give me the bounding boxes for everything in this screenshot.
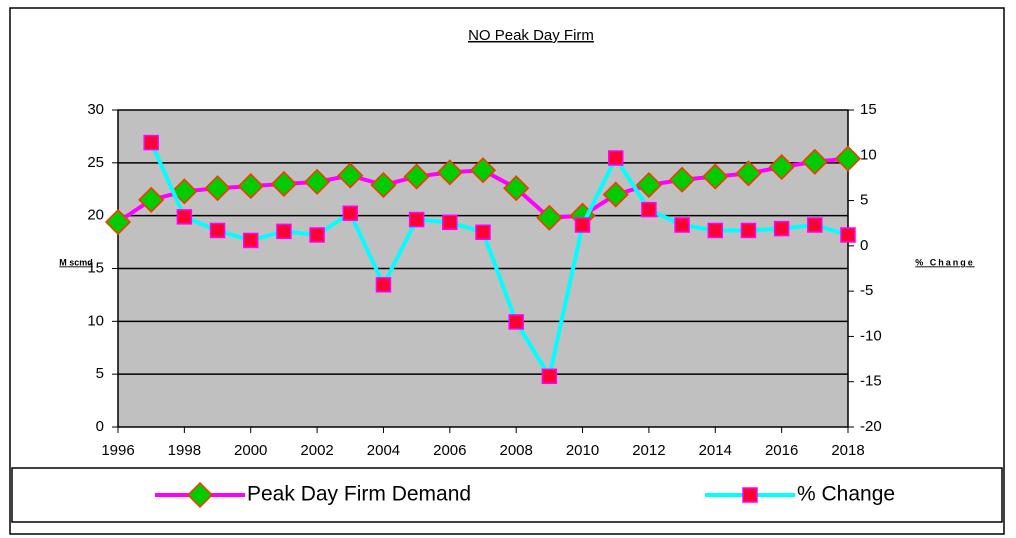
diamond-marker (204, 175, 231, 202)
chart-title: NO Peak Day Firm (468, 27, 594, 44)
square-marker (674, 217, 690, 233)
square-marker (574, 217, 591, 233)
diamond-marker (735, 160, 762, 187)
square-marker (442, 214, 458, 231)
diamond-marker (337, 162, 364, 189)
square-marker (242, 232, 259, 249)
y-tick-label: 25 (87, 154, 104, 171)
diamond-marker (171, 178, 198, 205)
square-marker (541, 368, 558, 385)
x-tick-label: 1998 (168, 442, 201, 459)
x-tick-label: 2012 (632, 442, 665, 459)
square-marker (209, 222, 226, 239)
diamond-marker (503, 175, 530, 202)
square-marker (707, 222, 724, 239)
diamond-marker (702, 163, 729, 190)
y-tick-label: 0 (96, 418, 104, 435)
square-marker (508, 314, 524, 330)
diamond-marker (669, 166, 696, 193)
y2-tick-label: 10 (860, 146, 877, 163)
legend-marker (742, 487, 758, 503)
square-marker (176, 209, 193, 225)
legend-label: Peak Day Firm Demand (247, 483, 471, 506)
square-marker (773, 220, 790, 237)
x-tick-label: 2002 (300, 442, 333, 459)
x-tick-label: 1996 (101, 442, 134, 459)
diamond-marker (635, 171, 662, 199)
y2-axis-label: % Change (915, 257, 975, 267)
y2-tick-label: -10 (860, 327, 882, 344)
x-tick-label: 2014 (699, 442, 732, 459)
diamond-marker (104, 208, 132, 236)
diamond-marker (237, 173, 264, 200)
diamond-marker (304, 168, 331, 195)
y-tick-label: 20 (87, 207, 104, 224)
x-tick-label: 2016 (765, 442, 798, 459)
diamond-marker (768, 153, 795, 181)
square-marker (475, 224, 491, 241)
y-axis-label: M scmd (59, 257, 93, 267)
y2-tick-label: 5 (860, 192, 868, 209)
diamond-marker (370, 171, 397, 199)
y2-tick-label: 15 (860, 101, 877, 118)
x-tick-label: 2018 (831, 442, 864, 459)
legend-label: % Change (797, 483, 895, 506)
diamond-marker (270, 170, 297, 198)
y2-tick-label: -20 (860, 418, 882, 435)
diamond-marker (536, 204, 563, 231)
diamond-marker (138, 186, 165, 213)
square-marker (840, 227, 856, 243)
y-tick-label: 30 (87, 101, 104, 118)
diamond-marker (602, 181, 629, 208)
y2-tick-label: 0 (860, 237, 868, 254)
diamond-marker (436, 159, 463, 186)
diamond-marker (801, 148, 828, 175)
series-line (149, 141, 849, 382)
y2-tick-label: -5 (860, 282, 873, 299)
diamond-marker (469, 157, 497, 184)
square-marker (607, 150, 624, 166)
square-marker (408, 211, 425, 228)
square-marker (740, 222, 757, 239)
square-marker (309, 227, 325, 243)
x-tick-label: 2004 (367, 442, 400, 459)
y-tick-label: 15 (87, 259, 104, 276)
square-marker (641, 201, 657, 218)
square-marker (276, 223, 292, 240)
y-tick-label: 10 (87, 312, 104, 329)
x-tick-label: 2010 (566, 442, 599, 459)
x-tick-label: 2000 (234, 442, 267, 459)
x-tick-label: 2008 (499, 442, 532, 459)
legend-marker (186, 481, 214, 509)
square-marker (375, 277, 392, 293)
diamond-marker (403, 163, 430, 190)
y2-tick-label: -15 (860, 373, 882, 390)
y-tick-label: 5 (96, 365, 104, 382)
square-marker (143, 134, 159, 151)
square-marker (342, 205, 359, 222)
x-tick-label: 2006 (433, 442, 466, 459)
square-marker (807, 217, 823, 233)
diamond-marker (834, 145, 862, 172)
